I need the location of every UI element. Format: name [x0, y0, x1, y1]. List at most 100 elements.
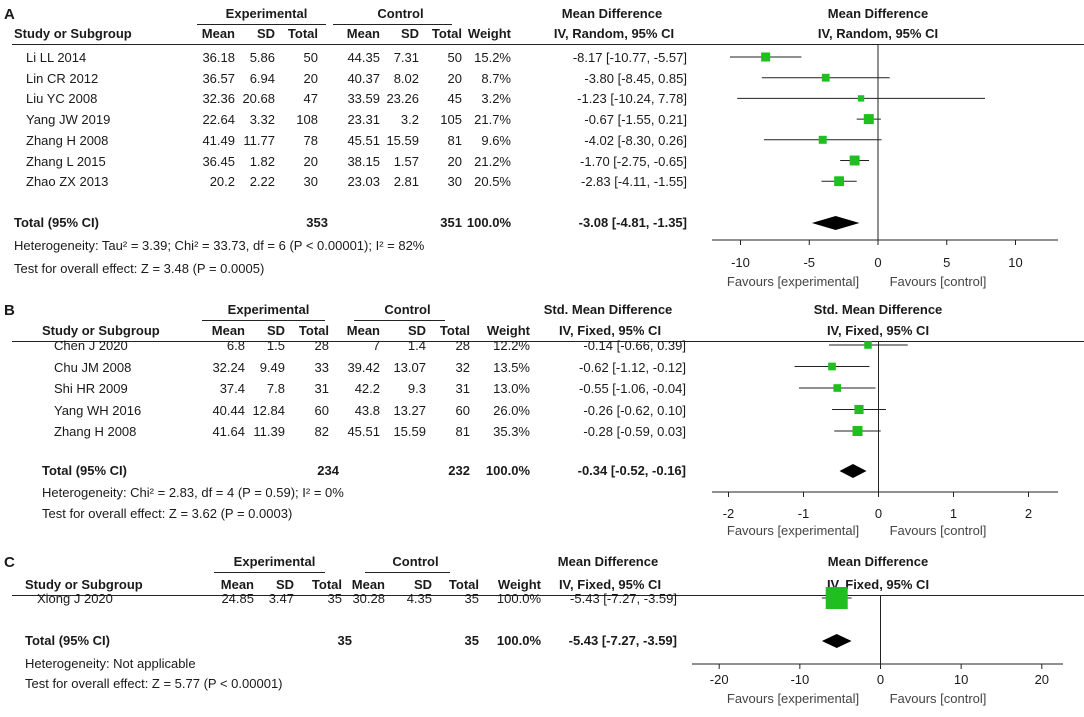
col-header-ctl-mean: Mean: [346, 323, 380, 338]
control-group-header: Control: [392, 554, 439, 569]
exp-mean: 32.24: [212, 359, 245, 375]
forest-panel-a: A Experimental Control Mean Difference IV, R…: [0, 0, 1084, 295]
weight: 21.7%: [474, 112, 511, 128]
x-tick-label: 0: [875, 506, 882, 521]
plot-title: Mean Difference: [827, 554, 929, 569]
ctl-total: 105: [440, 112, 462, 128]
weight: 15.2%: [474, 50, 511, 65]
study-name: Yang JW 2019: [26, 112, 111, 128]
x-tick-label: -2: [723, 506, 735, 521]
control-header-rule: [354, 320, 445, 321]
pooled-estimate-diamond: [811, 216, 860, 230]
exp-total: 60: [314, 402, 329, 418]
favours-experimental-label: Favours [experimental]: [727, 691, 859, 706]
panel-label: C: [4, 554, 15, 571]
col-header-weight: Weight: [486, 323, 530, 338]
exp-mean: 41.64: [212, 424, 245, 439]
ctl-sd: 23.26: [386, 91, 419, 107]
exp-sd: 9.49: [259, 359, 285, 375]
exp-sd: 7.8: [266, 381, 285, 396]
col-header-study: Study or Subgroup: [42, 323, 160, 338]
col-header-ctl-sd: SD: [413, 577, 432, 592]
ctl-mean: 43.8: [354, 402, 380, 418]
study-name: Lin CR 2012: [26, 70, 99, 86]
exp-total: 30: [303, 174, 318, 190]
exp-mean: 36.45: [202, 153, 235, 169]
x-tick-label: 0: [874, 255, 881, 270]
col-header-exp-total: Total: [287, 26, 318, 41]
exp-mean: 22.64: [202, 112, 235, 128]
ctl-mean: 42.2: [354, 381, 380, 396]
x-tick-label: 2: [1025, 506, 1032, 521]
col-header-exp-sd: SD: [275, 577, 294, 592]
total-ctl-n: 232: [448, 463, 470, 478]
col-header-exp-sd: SD: [266, 323, 285, 338]
col-header-exp-mean: Mean: [201, 26, 235, 41]
ctl-total: 28: [455, 338, 470, 353]
total-label: Total (95% CI): [25, 633, 110, 648]
total-label: Total (95% CI): [14, 215, 99, 230]
control-group-header: Control: [377, 6, 424, 21]
ctl-sd: 13.27: [393, 402, 426, 418]
exp-total: 31: [314, 381, 329, 396]
ctl-sd: 15.59: [386, 132, 419, 148]
col-header-ctl-total: Total: [448, 577, 479, 592]
total-ctl-n: 35: [464, 633, 479, 648]
ci-text: -8.17 [-10.77, -5.57]: [572, 50, 687, 65]
x-tick-label: 1: [950, 506, 957, 521]
plot-title: Mean Difference: [827, 6, 929, 21]
ctl-sd: 4.35: [406, 591, 432, 606]
favours-experimental-label: Favours [experimental]: [727, 274, 859, 289]
x-tick-label: -10: [731, 255, 750, 270]
exp-total: 82: [314, 424, 329, 439]
ci-text: -1.70 [-2.75, -0.65]: [580, 153, 687, 169]
col-header-study: Study or Subgroup: [14, 26, 132, 41]
favours-experimental-label: Favours [experimental]: [727, 523, 859, 538]
ctl-total: 35: [464, 591, 479, 606]
ci-text: -4.02 [-8.30, 0.26]: [584, 132, 687, 148]
study-estimate-marker: [863, 114, 874, 125]
exp-mean: 6.8: [226, 338, 245, 353]
exp-total: 108: [296, 112, 318, 128]
ctl-sd: 1.57: [393, 153, 419, 169]
plot-title: Std. Mean Difference: [813, 302, 943, 317]
col-header-weight: Weight: [497, 577, 541, 592]
study-name: Chen J 2020: [54, 338, 128, 353]
weight: 13.5%: [493, 359, 530, 375]
exp-mean: 32.36: [202, 91, 235, 107]
ctl-mean: 45.51: [347, 132, 380, 148]
ctl-total: 20: [447, 70, 462, 86]
ctl-sd: 1.4: [407, 338, 426, 353]
ci-text: -0.67 [-1.55, 0.21]: [584, 112, 687, 128]
total-ci-text: -5.43 [-7.27, -3.59]: [568, 633, 677, 648]
col-header-exp-total: Total: [298, 323, 329, 338]
weight: 3.2%: [481, 91, 511, 107]
ctl-mean: 30.28: [352, 591, 385, 606]
overall-effect-text: Test for overall effect: Z = 3.62 (P = 0…: [42, 506, 293, 521]
plot-subtitle: IV, Random, 95% CI: [817, 26, 939, 41]
ctl-mean: 40.37: [347, 70, 380, 86]
study-estimate-marker: [828, 362, 836, 371]
study-name: Zhang L 2015: [26, 153, 106, 169]
header-rule: [12, 595, 1084, 596]
exp-mean: 24.85: [221, 591, 254, 606]
panel-label: A: [4, 6, 15, 23]
x-tick-label: -1: [798, 506, 810, 521]
x-tick-label: -10: [790, 672, 809, 687]
exp-mean: 40.44: [212, 402, 245, 418]
exp-total: 33: [314, 359, 329, 375]
x-tick-label: 0: [877, 672, 884, 687]
header-rule: [12, 341, 1084, 342]
method-column-header: IV, Random, 95% CI: [553, 26, 675, 41]
control-header-rule: [365, 572, 450, 573]
weight: 21.2%: [474, 153, 511, 169]
ctl-mean: 33.59: [347, 91, 380, 107]
exp-total: 47: [303, 91, 318, 107]
exp-sd: 6.94: [249, 70, 275, 86]
exp-sd: 3.47: [268, 591, 294, 606]
ctl-mean: 23.31: [347, 112, 380, 128]
study-name: Zhang H 2008: [26, 132, 109, 148]
study-estimate-marker: [825, 587, 848, 609]
exp-sd: 20.68: [242, 91, 275, 107]
col-header-ctl-total: Total: [439, 323, 470, 338]
